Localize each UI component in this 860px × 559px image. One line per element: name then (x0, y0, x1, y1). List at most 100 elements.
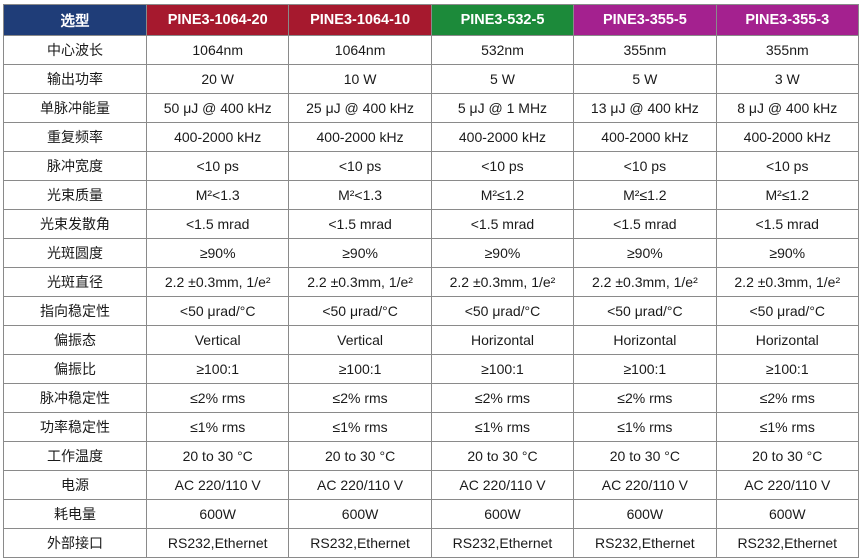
spec-value: 355nm (715, 35, 859, 65)
spec-value: <50 μrad/°C (573, 296, 717, 326)
spec-value: ≥100:1 (715, 354, 859, 384)
spec-value: 2.2 ±0.3mm, 1/e² (715, 267, 859, 297)
spec-value: ≥90% (573, 238, 717, 268)
spec-value: 400-2000 kHz (145, 122, 290, 152)
spec-value: 400-2000 kHz (430, 122, 575, 152)
spec-value: AC 220/110 V (288, 470, 432, 500)
spec-value: ≤2% rms (430, 383, 575, 413)
spec-value: 5 W (573, 64, 717, 94)
header-model-label: 选型 (3, 4, 147, 36)
spec-value: ≥90% (715, 238, 859, 268)
spec-value: 20 to 30 °C (430, 441, 575, 471)
spec-value: AC 220/110 V (145, 470, 290, 500)
spec-value: Horizontal (573, 325, 717, 355)
spec-value: <1.5 mrad (715, 209, 859, 239)
model-header: PINE3-1064-10 (288, 4, 432, 36)
model-header: PINE3-355-3 (715, 4, 859, 36)
spec-label: 偏振态 (3, 325, 147, 355)
table-row: 工作温度 20 to 30 °C 20 to 30 °C 20 to 30 °C 20 … (3, 441, 859, 471)
spec-value: 5 W (430, 64, 575, 94)
spec-label: 单脉冲能量 (3, 93, 147, 123)
model-header: PINE3-532-5 (430, 4, 575, 36)
model-header: PINE3-1064-20 (145, 4, 290, 36)
spec-value: Horizontal (430, 325, 575, 355)
spec-label: 光束发散角 (3, 209, 147, 239)
table-row: 脉冲宽度 <10 ps <10 ps <10 ps <10 ps <10 ps (3, 151, 859, 181)
spec-value: 20 to 30 °C (573, 441, 717, 471)
spec-label: 重复频率 (3, 122, 147, 152)
spec-value: 600W (288, 499, 432, 529)
spec-value: ≥90% (288, 238, 432, 268)
table-row: 脉冲稳定性 ≤2% rms ≤2% rms ≤2% rms ≤2% rms ≤2% rms (3, 383, 859, 413)
spec-value: ≤1% rms (573, 412, 717, 442)
spec-value: 20 to 30 °C (145, 441, 290, 471)
spec-value: 10 W (288, 64, 432, 94)
spec-value: Horizontal (715, 325, 859, 355)
spec-value: 400-2000 kHz (573, 122, 717, 152)
spec-value: Vertical (288, 325, 432, 355)
table-row: 功率稳定性 ≤1% rms ≤1% rms ≤1% rms ≤1% rms ≤1% rms (3, 412, 859, 442)
spec-value: <10 ps (573, 151, 717, 181)
spec-value: RS232,Ethernet (430, 528, 575, 558)
spec-value: M²<1.3 (145, 180, 290, 210)
header-row: 选型 PINE3-1064-20 PINE3-1064-10 PINE3-532… (3, 4, 859, 36)
spec-value: ≥100:1 (430, 354, 575, 384)
spec-value: <1.5 mrad (573, 209, 717, 239)
spec-value: Vertical (145, 325, 290, 355)
spec-value: RS232,Ethernet (573, 528, 717, 558)
spec-value: 532nm (430, 35, 575, 65)
spec-value: RS232,Ethernet (288, 528, 432, 558)
spec-table: 选型 PINE3-1064-20 PINE3-1064-10 PINE3-532… (3, 4, 859, 558)
spec-value: <10 ps (145, 151, 290, 181)
spec-value: 2.2 ±0.3mm, 1/e² (573, 267, 717, 297)
spec-value: ≥90% (145, 238, 290, 268)
table-row: 光束质量 M²<1.3 M²<1.3 M²≤1.2 M²≤1.2 M²≤1.2 (3, 180, 859, 210)
spec-value: ≤2% rms (145, 383, 290, 413)
model-header: PINE3-355-5 (573, 4, 717, 36)
spec-value: ≥100:1 (288, 354, 432, 384)
spec-label: 脉冲宽度 (3, 151, 147, 181)
table-row: 单脉冲能量 50 μJ @ 400 kHz 25 μJ @ 400 kHz 5 μJ … (3, 93, 859, 123)
spec-value: <50 μrad/°C (145, 296, 290, 326)
spec-value: ≥100:1 (573, 354, 717, 384)
spec-label: 电源 (3, 470, 147, 500)
spec-label: 脉冲稳定性 (3, 383, 147, 413)
table-row: 光斑直径 2.2 ±0.3mm, 1/e² 2.2 ±0.3mm, 1/e² 2.2 … (3, 267, 859, 297)
spec-value: M²≤1.2 (430, 180, 575, 210)
spec-value: 355nm (573, 35, 717, 65)
spec-value: M²≤1.2 (573, 180, 717, 210)
spec-value: 600W (145, 499, 290, 529)
spec-label: 光斑圆度 (3, 238, 147, 268)
spec-value: 400-2000 kHz (715, 122, 859, 152)
spec-value: M²≤1.2 (715, 180, 859, 210)
spec-value: 2.2 ±0.3mm, 1/e² (288, 267, 432, 297)
spec-value: <50 μrad/°C (288, 296, 432, 326)
spec-label: 指向稳定性 (3, 296, 147, 326)
spec-value: RS232,Ethernet (715, 528, 859, 558)
spec-value: 600W (573, 499, 717, 529)
table-row: 电源 AC 220/110 V AC 220/110 V AC 220/110 V AC… (3, 470, 859, 500)
spec-value: 1064nm (145, 35, 290, 65)
spec-value: ≤1% rms (145, 412, 290, 442)
spec-value: <10 ps (430, 151, 575, 181)
spec-label: 耗电量 (3, 499, 147, 529)
spec-value: 13 μJ @ 400 kHz (573, 93, 717, 123)
spec-value: M²<1.3 (288, 180, 432, 210)
spec-value: AC 220/110 V (715, 470, 859, 500)
spec-value: 1064nm (288, 35, 432, 65)
spec-value: 400-2000 kHz (288, 122, 432, 152)
table-row: 偏振态 Vertical Vertical Horizontal Horizontal H… (3, 325, 859, 355)
table-row: 外部接口 RS232,Ethernet RS232,Ethernet RS232,Et… (3, 528, 859, 558)
table-row: 中心波长 1064nm 1064nm 532nm 355nm 355nm (3, 35, 859, 65)
spec-value: <10 ps (715, 151, 859, 181)
spec-value: 25 μJ @ 400 kHz (288, 93, 432, 123)
spec-label: 外部接口 (3, 528, 147, 558)
spec-label: 光斑直径 (3, 267, 147, 297)
spec-value: AC 220/110 V (573, 470, 717, 500)
table-row: 耗电量 600W 600W 600W 600W 600W (3, 499, 859, 529)
spec-value: <10 ps (288, 151, 432, 181)
spec-value: ≤2% rms (573, 383, 717, 413)
spec-label: 偏振比 (3, 354, 147, 384)
spec-value: 3 W (715, 64, 859, 94)
